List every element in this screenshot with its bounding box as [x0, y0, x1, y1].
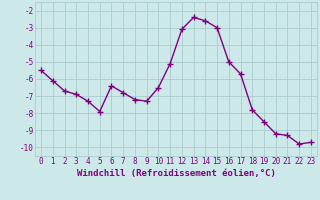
X-axis label: Windchill (Refroidissement éolien,°C): Windchill (Refroidissement éolien,°C): [76, 169, 276, 178]
